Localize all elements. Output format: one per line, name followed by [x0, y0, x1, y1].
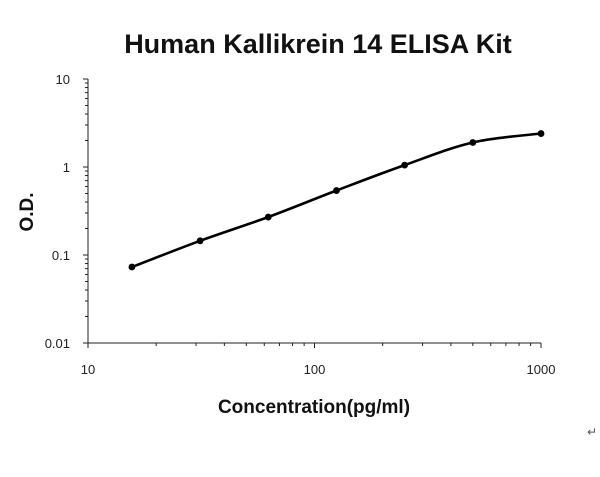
y-tick-label: 10	[56, 72, 70, 87]
data-point	[469, 139, 477, 146]
standard-curve-line	[131, 132, 542, 269]
data-points	[128, 130, 545, 271]
ticks: 0.01 0.1 1 10 10 100 1000	[45, 72, 556, 377]
data-point	[333, 187, 340, 194]
y-tick-label: 1	[63, 160, 70, 175]
axes	[87, 79, 541, 344]
data-point	[401, 161, 409, 169]
x-axis-label: Concentration(pg/ml)	[218, 397, 410, 418]
data-point	[196, 237, 204, 245]
data-point	[264, 213, 272, 221]
data-point	[128, 263, 136, 271]
chart-title: Human Kallikrein 14 ELISA Kit	[124, 29, 512, 59]
return-mark: ↵	[587, 425, 597, 439]
y-tick-label: 0.01	[45, 336, 70, 351]
x-tick-label: 100	[304, 362, 326, 377]
x-tick-label: 10	[81, 362, 95, 377]
data-point	[537, 130, 545, 137]
y-axis-label: O.D.	[17, 192, 38, 231]
x-tick-label: 1000	[527, 362, 556, 377]
y-tick-label: 0.1	[52, 248, 70, 263]
